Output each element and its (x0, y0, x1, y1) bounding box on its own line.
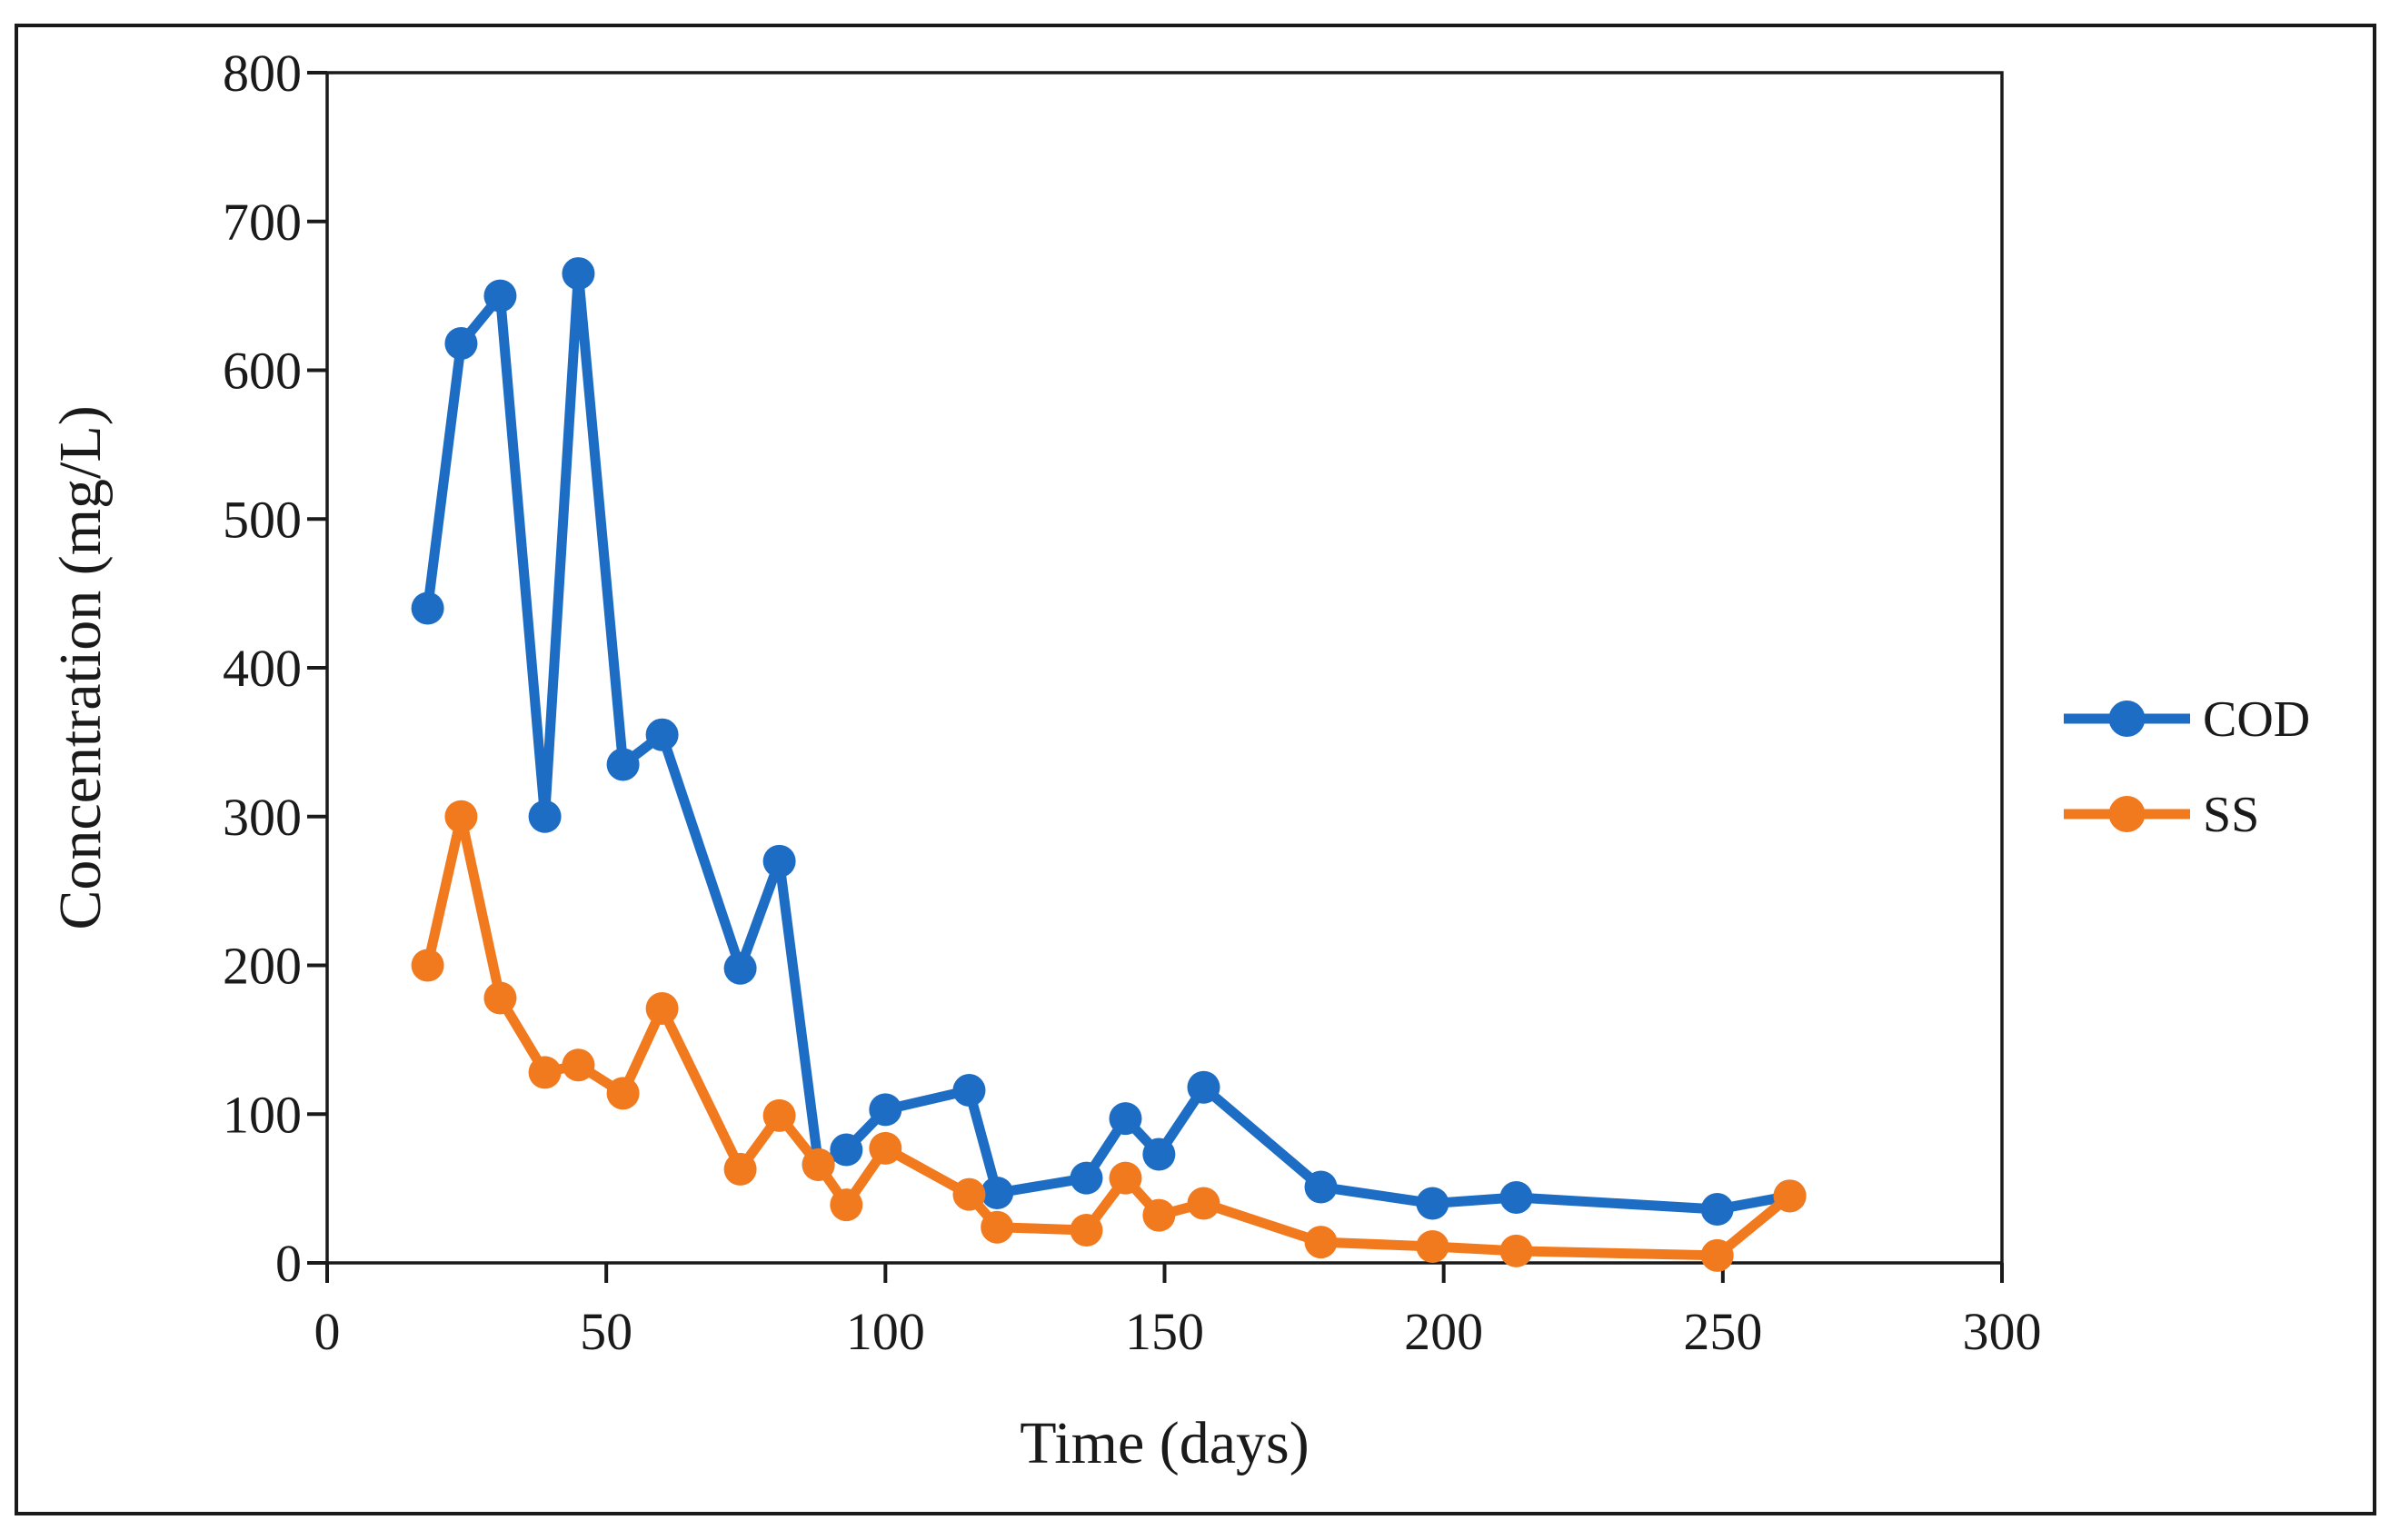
cod-data-point (723, 951, 757, 985)
ss-data-point (1109, 1161, 1142, 1195)
ss-data-point (802, 1148, 835, 1181)
ss-data-point (411, 949, 444, 982)
cod-data-point (1070, 1161, 1103, 1195)
ss-data-point (1142, 1198, 1176, 1232)
ss-data-point (1773, 1179, 1807, 1213)
ss-data-point (869, 1131, 902, 1165)
cod-data-point (981, 1177, 1014, 1210)
ss-data-point (1700, 1238, 1734, 1272)
ss-data-point (952, 1177, 986, 1211)
y-axis-tick-label: 100 (223, 1085, 302, 1144)
ss-data-point (1304, 1226, 1338, 1259)
cod-data-point (830, 1133, 863, 1167)
cod-data-point (1416, 1187, 1449, 1220)
ss-data-point (645, 991, 679, 1025)
legend-cod-label: COD (2203, 691, 2310, 748)
ss-data-point (1187, 1187, 1220, 1220)
legend-cod-marker-icon (2108, 700, 2146, 737)
legend-ss-label: SS (2203, 787, 2259, 843)
cod-data-point (444, 327, 478, 361)
legend-ss-marker-icon (2108, 796, 2146, 832)
ss-data-point (723, 1152, 757, 1186)
ss-data-point (830, 1188, 863, 1222)
ss-data-point (1416, 1229, 1449, 1263)
y-axis-tick-label: 400 (223, 639, 302, 698)
ss-data-point (1499, 1234, 1533, 1267)
ss-data-point (444, 800, 478, 833)
cod-data-point (411, 591, 444, 625)
y-axis-tick-label: 0 (275, 1234, 302, 1293)
x-axis-tick-label: 250 (1683, 1302, 1762, 1361)
cod-data-point (1142, 1138, 1176, 1171)
cod-data-point (1109, 1102, 1142, 1136)
ss-data-point (606, 1077, 640, 1110)
cod-data-point (952, 1074, 986, 1108)
y-axis-tick-label: 200 (223, 937, 302, 996)
cod-data-point (606, 748, 640, 781)
y-axis-tick-label: 600 (223, 342, 302, 401)
x-axis-tick-label: 150 (1125, 1302, 1204, 1361)
cod-data-point (1499, 1180, 1533, 1214)
cod-data-point (762, 844, 796, 878)
y-axis-tick-label: 300 (223, 788, 302, 847)
y-axis-tick-label: 800 (223, 44, 302, 103)
cod-data-point (1304, 1170, 1338, 1204)
x-axis-title: Time (days) (1020, 1410, 1309, 1476)
x-axis-tick-label: 200 (1404, 1302, 1483, 1361)
figure-border (15, 24, 2376, 1515)
cod-data-point (645, 718, 679, 751)
y-axis-tick-label: 500 (223, 490, 302, 549)
cod-data-point (528, 800, 562, 833)
ss-data-point (762, 1098, 796, 1132)
x-axis-tick-label: 0 (314, 1302, 341, 1361)
ss-data-point (483, 981, 517, 1015)
cod-data-point (562, 257, 595, 291)
cod-data-point (483, 279, 517, 313)
cod-data-point (869, 1093, 902, 1127)
ss-data-point (528, 1056, 562, 1089)
x-axis-tick-label: 300 (1963, 1302, 2042, 1361)
y-axis-tick-label: 700 (223, 193, 302, 252)
ss-data-point (562, 1048, 595, 1082)
x-axis-tick-label: 100 (846, 1302, 925, 1361)
x-axis-tick-label: 50 (580, 1302, 632, 1361)
ss-data-point (1070, 1213, 1103, 1247)
ss-data-point (981, 1210, 1014, 1244)
cod-data-point (1700, 1193, 1734, 1227)
cod-data-point (1187, 1070, 1220, 1104)
y-axis-title: Concentration (mg/L) (47, 405, 114, 929)
